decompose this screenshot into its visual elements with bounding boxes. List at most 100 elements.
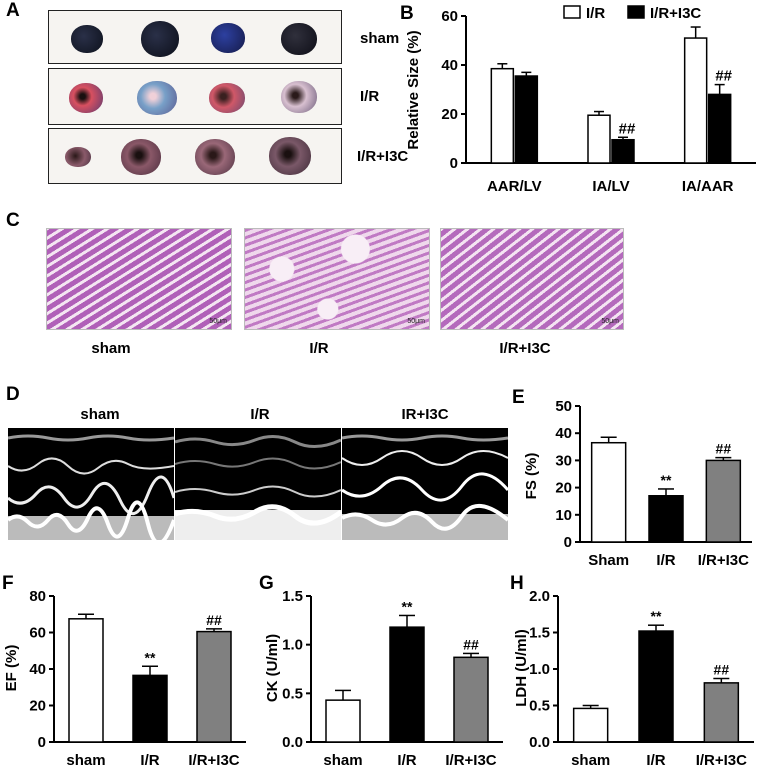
heart-slice [65, 147, 91, 167]
heart-slice [269, 137, 311, 175]
y-tick-label: 0 [450, 155, 458, 172]
x-tick-label: AAR/LV [487, 178, 542, 195]
bar [683, 37, 708, 164]
x-tick-label: IA/AAR [682, 178, 734, 195]
y-tick-label: 2.0 [529, 588, 550, 605]
heart-slice [121, 139, 161, 175]
chart-b: B 0 20 40 60 Relative Size (%) AAR/LV ## IA/LV ##… [400, 3, 756, 195]
echo-label: sham [80, 406, 120, 423]
bar [68, 618, 104, 743]
histology-image-ir: 50μm [244, 228, 430, 330]
y-tick-label: 80 [29, 588, 46, 605]
y-tick-label: 0 [38, 734, 46, 751]
bar [389, 626, 425, 743]
x-tick-label: I/R [646, 752, 665, 769]
y-tick-label: 1.0 [529, 661, 550, 678]
heart-slice [211, 23, 245, 53]
chart-h: H 0.0 0.5 1.0 1.5 2.0 LDH (U/ml) sham ** I/R ## I/R… [510, 573, 754, 769]
scale-bar: 50μm [209, 318, 227, 325]
y-tick-label: 1.0 [282, 637, 303, 654]
x-tick-label: I/R+I3C [445, 752, 496, 769]
heart-row-label: sham [360, 30, 400, 47]
echo-image-ir [175, 428, 341, 540]
significance-mark: ** [145, 649, 156, 665]
x-tick-label: IA/LV [592, 178, 629, 195]
heart-slice [137, 81, 177, 115]
legend-swatch [563, 5, 581, 19]
x-tick-label: sham [66, 752, 105, 769]
y-tick-label: 20 [555, 480, 572, 497]
y-tick-label: 10 [555, 507, 572, 524]
significance-mark: ## [619, 120, 636, 137]
panel-letter: F [2, 573, 14, 594]
significance-mark: ** [661, 472, 672, 488]
heart-row-sham [48, 10, 342, 64]
x-tick-label: sham [323, 752, 362, 769]
y-axis-label: Relative Size (%) [405, 30, 422, 149]
y-tick-label: 40 [555, 425, 572, 442]
bar [611, 138, 635, 164]
bar [325, 699, 361, 743]
x-tick-label: I/R+I3C [698, 552, 749, 569]
echo-image-ir-i3c [342, 428, 508, 540]
y-tick-label: 0 [564, 534, 572, 551]
panel-letter: G [259, 573, 274, 594]
bar [703, 682, 740, 743]
bar [590, 441, 627, 543]
y-axis-label: EF (%) [3, 645, 20, 692]
y-tick-label: 30 [555, 452, 572, 469]
heart-row-label: I/R [360, 88, 380, 105]
heart-slice [281, 81, 317, 113]
significance-mark: ** [402, 598, 413, 614]
y-tick-label: 0.5 [529, 698, 550, 715]
significance-mark: ** [651, 608, 662, 624]
y-tick-label: 40 [441, 57, 458, 74]
histology-label: sham [91, 340, 131, 357]
chart-e: E 0 10 20 30 40 50 FS (%) Sham ** I/R ## I/R+I3C [512, 387, 752, 569]
y-tick-label: 50 [555, 398, 572, 415]
legend-label: I/R [586, 5, 605, 22]
heart-slice [69, 83, 103, 113]
legend-swatch [627, 5, 645, 19]
y-axis-label: CK (U/ml) [264, 634, 281, 702]
bar [132, 674, 168, 743]
panel-letter: B [400, 3, 414, 24]
bar [572, 707, 609, 743]
y-axis-label: FS (%) [523, 453, 540, 500]
bar [514, 75, 539, 164]
x-tick-label: I/R [397, 752, 416, 769]
panel-c-letter: C [6, 210, 20, 231]
x-tick-label: I/R [656, 552, 675, 569]
chart-f: F 0 20 40 60 80 EF (%) sham ** I/R ## I/R+I3C [2, 573, 246, 769]
heart-slice [141, 21, 179, 57]
significance-mark: ## [716, 441, 732, 457]
y-tick-label: 1.5 [282, 588, 303, 605]
heart-row-label: I/R+I3C [357, 148, 409, 165]
panel-d-letter: D [6, 384, 20, 405]
legend-label: I/R+I3C [650, 5, 701, 22]
panel-letter: E [512, 387, 525, 408]
significance-mark: ## [206, 612, 222, 628]
panel-a-letter: A [6, 0, 20, 21]
echo-label: IR+I3C [401, 406, 449, 423]
heart-slice [71, 25, 103, 53]
x-tick-label: I/R+I3C [696, 752, 747, 769]
histology-label: I/R+I3C [499, 340, 551, 357]
heart-slice [281, 23, 317, 55]
echo-image-sham [8, 428, 174, 540]
significance-mark: ## [463, 636, 479, 652]
significance-mark: ## [714, 661, 730, 677]
echo-label: I/R [250, 406, 270, 423]
bar [638, 630, 674, 743]
heart-row-ir [48, 68, 342, 125]
chart-g: G 0.0 0.5 1.0 1.5 CK (U/ml) sham ** I/R ## I/R+I3C [259, 573, 503, 769]
bar [707, 93, 732, 164]
y-tick-label: 1.5 [529, 625, 550, 642]
y-tick-label: 20 [441, 106, 458, 123]
heart-row-ir-i3c [48, 128, 342, 184]
histology-label: I/R [309, 340, 329, 357]
y-axis-label: LDH (U/ml) [513, 629, 530, 707]
histology-image-sham: 50μm [46, 228, 232, 330]
panel-letter: H [510, 573, 524, 594]
heart-slice [209, 83, 245, 113]
